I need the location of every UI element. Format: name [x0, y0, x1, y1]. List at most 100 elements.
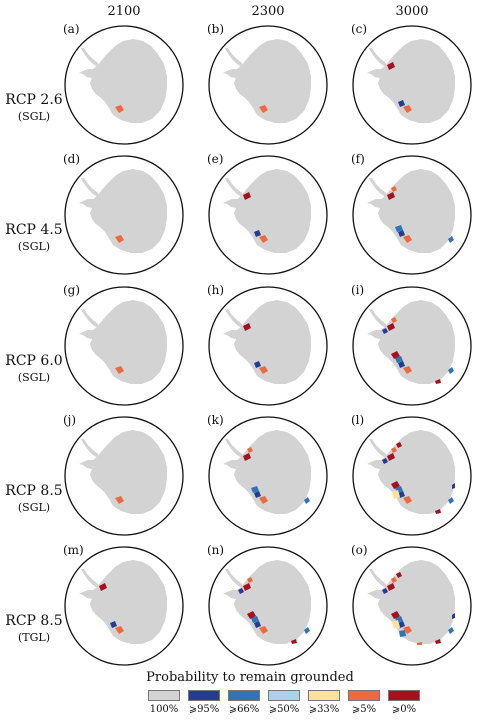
- legend-swatch: [188, 690, 220, 701]
- grounding-line-type-label: (SGL): [17, 371, 51, 384]
- antarctic-peninsula: [225, 309, 243, 329]
- ice-sheet-100-percent: [79, 169, 167, 253]
- ross-sector-region: [254, 491, 261, 498]
- east-antarctic-region: [452, 613, 455, 619]
- legend-swatch: [308, 690, 340, 701]
- panel-letter: (l): [351, 413, 365, 427]
- panel-letter: (b): [207, 22, 225, 36]
- antarctica-map-panel: (e): [207, 152, 329, 276]
- weddell-sector-region: [382, 328, 388, 334]
- weddell-sector-region: [391, 317, 397, 323]
- ross-sector-region: [251, 486, 259, 493]
- grounding-line-type-label: (TGL): [17, 631, 50, 644]
- legend-swatch: [388, 690, 420, 701]
- weddell-sector-region: [243, 192, 251, 200]
- legend-swatch: [228, 690, 260, 701]
- panel-letter: (e): [207, 152, 224, 166]
- antarctica-map: [352, 25, 472, 145]
- ross-sector-region: [391, 611, 400, 619]
- ice-sheet-100-percent: [223, 300, 311, 384]
- antarctica-map: [208, 25, 328, 145]
- antarctic-peninsula: [81, 178, 99, 198]
- panel-letter: (f): [351, 152, 365, 166]
- east-antarctic-region: [435, 639, 441, 644]
- ice-sheet-100-percent: [79, 300, 167, 384]
- antarctica-map-panel: (f): [351, 152, 473, 276]
- ross-sector-region: [254, 230, 261, 237]
- east-antarctic-region: [452, 483, 455, 489]
- weddell-sector-region: [243, 323, 251, 331]
- antarctic-peninsula: [225, 178, 243, 198]
- legend-label: ⩾0%: [391, 704, 417, 715]
- antarctic-peninsula: [225, 569, 243, 589]
- ross-sector-region: [115, 235, 124, 243]
- scenario-label: RCP 8.5: [5, 613, 63, 629]
- ross-sector-region: [115, 626, 124, 634]
- ross-sector-region: [403, 235, 412, 243]
- antarctica-map-panel: (d): [63, 152, 185, 276]
- weddell-sector-region: [382, 458, 388, 464]
- east-antarctic-region: [448, 367, 454, 374]
- ross-sector-region: [115, 366, 124, 374]
- antarctica-map: [208, 286, 328, 406]
- ross-sector-region: [398, 230, 405, 237]
- weddell-sector-region: [391, 186, 397, 192]
- antarctica-map-panel: (b): [207, 22, 329, 146]
- panel-letter: (m): [63, 543, 84, 557]
- antarctica-map: [64, 416, 184, 536]
- grounding-line-type-label: (SGL): [17, 110, 51, 123]
- antarctica-map-panel: (h): [207, 283, 329, 407]
- grounding-line-type-label: (SGL): [17, 240, 51, 253]
- antarctic-peninsula: [369, 439, 387, 459]
- legend-label: ⩾50%: [268, 704, 300, 715]
- antarctica-map-panel: (l): [351, 413, 473, 537]
- ross-sector-region: [403, 366, 412, 374]
- ice-sheet-100-percent: [79, 39, 167, 123]
- weddell-sector-region: [396, 442, 402, 448]
- weddell-sector-region: [396, 572, 402, 578]
- east-antarctic-region: [435, 379, 441, 384]
- legend-swatch: [348, 690, 380, 701]
- ross-sector-region: [259, 626, 268, 634]
- antarctic-peninsula: [81, 309, 99, 329]
- antarctic-peninsula: [369, 178, 387, 198]
- ice-sheet-100-percent: [223, 169, 311, 253]
- antarctica-map-panel: (g): [63, 283, 185, 407]
- ross-sector-region: [392, 620, 400, 629]
- ross-sector-region: [398, 100, 405, 107]
- antarctica-map-panel: (j): [63, 413, 185, 537]
- ross-sector-region: [259, 235, 268, 243]
- antarctica-map: [208, 416, 328, 536]
- antarctica-map-panel: (c): [351, 22, 473, 146]
- ross-sector-region: [395, 356, 403, 363]
- legend-title: Probability to remain grounded: [146, 670, 354, 685]
- weddell-sector-region: [247, 447, 253, 453]
- antarctica-map: [352, 155, 472, 275]
- legend-swatch: [148, 690, 180, 701]
- ross-sector-region: [403, 105, 412, 113]
- ice-sheet-100-percent: [223, 39, 311, 123]
- east-antarctic-region: [448, 627, 454, 634]
- ross-sector-region: [398, 361, 405, 368]
- east-antarctic-region: [304, 497, 310, 504]
- weddell-sector-region: [243, 453, 251, 461]
- ross-sector-region: [391, 481, 400, 489]
- east-antarctic-region: [448, 236, 454, 243]
- antarctica-map-panel: (n): [207, 543, 329, 667]
- east-antarctic-region: [291, 639, 297, 644]
- ice-sheet-100-percent: [367, 560, 455, 644]
- panel-letter: (d): [63, 152, 81, 166]
- weddell-sector-region: [238, 588, 244, 594]
- ross-sector-region: [403, 496, 412, 504]
- ice-sheet-100-percent: [223, 430, 311, 514]
- antarctica-map: [64, 155, 184, 275]
- ross-sector-region: [392, 490, 400, 499]
- ross-sector-region: [391, 351, 400, 359]
- antarctica-map: [208, 155, 328, 275]
- ice-sheet-100-percent: [367, 430, 455, 514]
- antarctic-peninsula: [225, 48, 243, 68]
- weddell-sector-region: [387, 323, 395, 331]
- antarctica-map: [64, 25, 184, 145]
- ross-sector-region: [251, 616, 259, 623]
- ross-sector-region: [403, 626, 412, 634]
